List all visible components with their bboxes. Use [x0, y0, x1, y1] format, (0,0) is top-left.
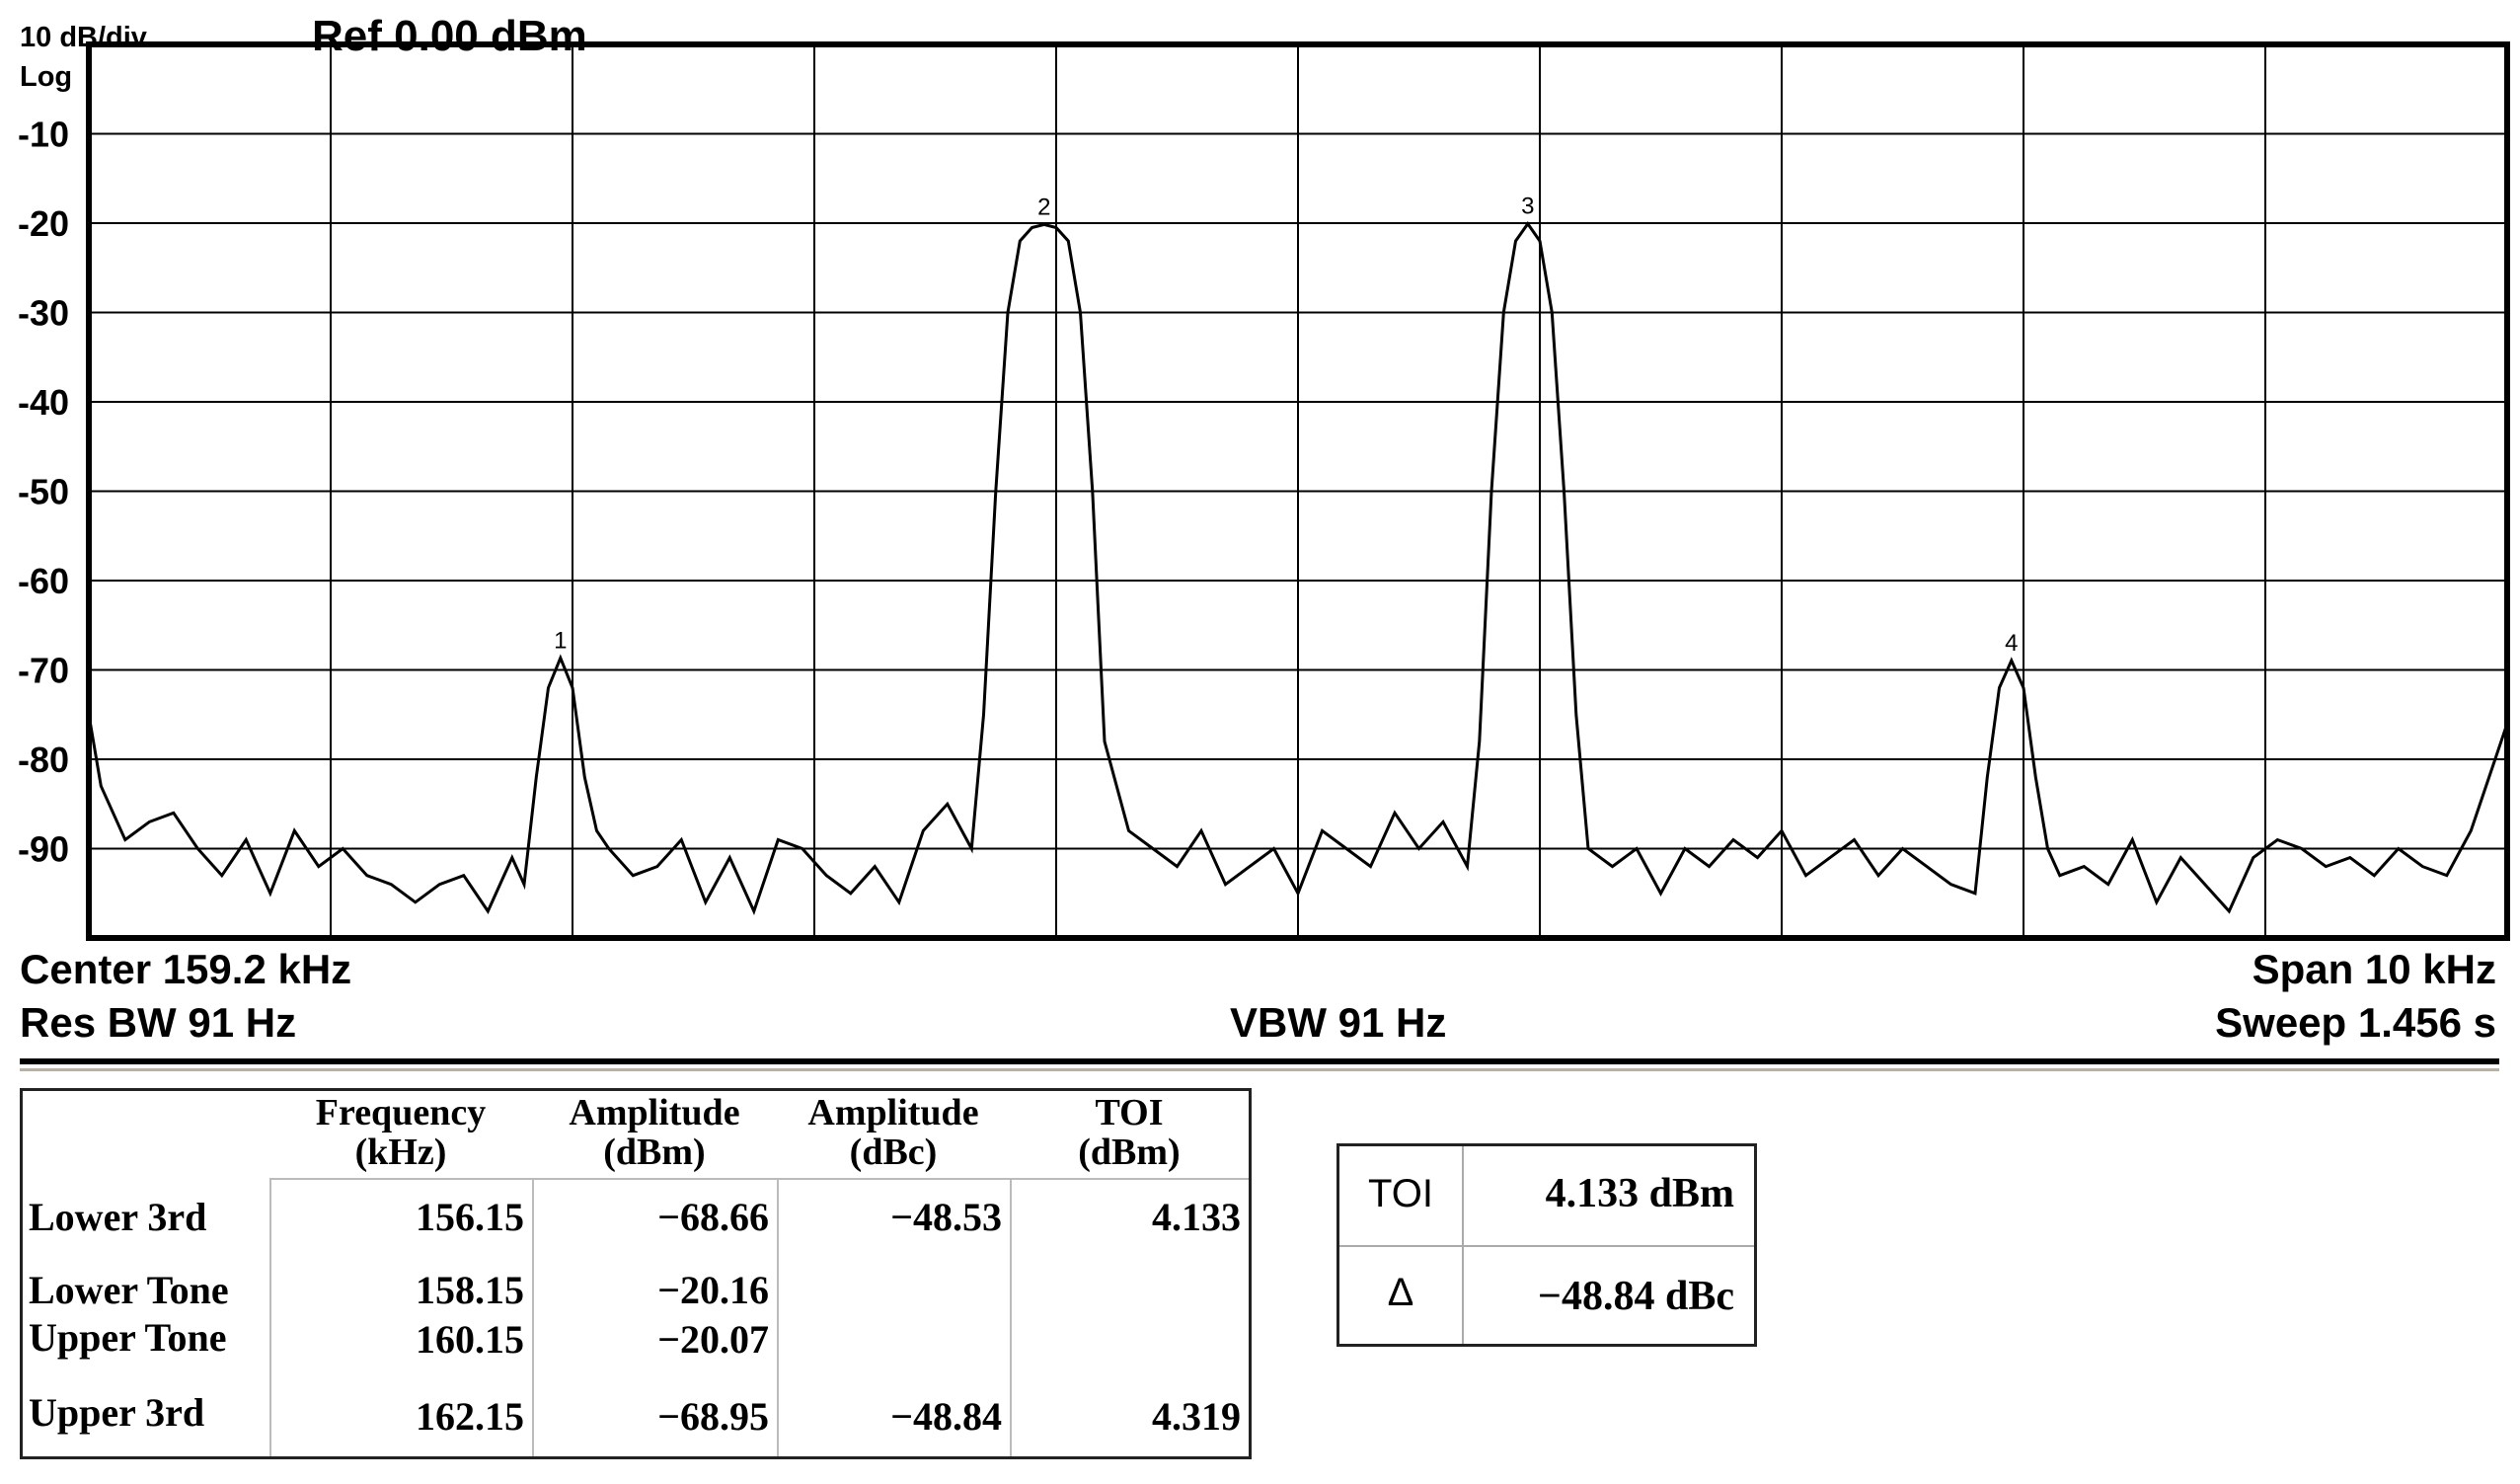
y-tick-label: -80: [18, 740, 69, 780]
span-label: Span 10 kHz: [2252, 946, 2496, 992]
y-tick-labels: -10 -20 -30 -40 -50 -60 -70 -80 -90: [18, 115, 69, 870]
marker-label-4: 4: [2005, 630, 2018, 657]
summary-toi-label: TOI: [1368, 1172, 1433, 1215]
table-header-divider: [269, 1178, 1249, 1180]
cell-amplitude-dbm: −20.16: [657, 1268, 769, 1312]
column-header-amplitude-dbm: Amplitude (dBm): [569, 1092, 740, 1173]
marker-label-3: 3: [1521, 194, 1534, 220]
cell-toi: 4.319: [1152, 1394, 1241, 1439]
marker-label-2: 2: [1037, 194, 1050, 220]
resolution-bandwidth-label: Res BW 91 Hz: [20, 999, 297, 1046]
column-header-toi: TOI (dBm): [1078, 1092, 1181, 1173]
grid: [89, 44, 2507, 938]
separator-line: [20, 1058, 2499, 1064]
y-tick-label: -90: [18, 829, 69, 870]
video-bandwidth-label: VBW 91 Hz: [1230, 999, 1447, 1046]
table-column-divider: [777, 1178, 779, 1456]
row-label-lower-3rd: Lower 3rd: [29, 1195, 207, 1239]
cell-amplitude-dbm: −68.95: [657, 1394, 769, 1439]
cell-amplitude-dbc: −48.84: [890, 1394, 1002, 1439]
table-column-divider: [269, 1178, 271, 1456]
scale-label: 10 dB/div: [20, 22, 147, 53]
column-header-amplitude-dbc: Amplitude (dBc): [807, 1092, 979, 1173]
spectrum-trace: [87, 220, 2509, 915]
marker-labels: 1 2 3 4: [554, 194, 2018, 657]
marker-label-1: 1: [554, 627, 567, 654]
summary-delta-value: −48.84 dBc: [1538, 1274, 1734, 1319]
cell-amplitude-dbc: −48.53: [890, 1195, 1002, 1239]
separator-line-secondary: [20, 1068, 2499, 1071]
cell-frequency: 156.15: [416, 1195, 524, 1239]
summary-row-divider: [1339, 1245, 1754, 1247]
row-label-upper-3rd: Upper 3rd: [29, 1390, 205, 1435]
y-tick-label: -30: [18, 293, 69, 334]
y-tick-label: -40: [18, 382, 69, 423]
cell-frequency: 160.15: [416, 1317, 524, 1362]
cell-toi: 4.133: [1152, 1195, 1241, 1239]
log-mode-label: Log: [20, 61, 73, 93]
summary-toi-value: 4.133 dBm: [1545, 1171, 1734, 1216]
row-label-upper-tone: Upper Tone: [29, 1315, 227, 1360]
cell-frequency: 158.15: [416, 1268, 524, 1312]
y-tick-label: -20: [18, 203, 69, 244]
spectrum-plot: -10 -20 -30 -40 -50 -60 -70 -80 -90 1 2 3 4: [18, 41, 2510, 941]
cell-frequency: 162.15: [416, 1394, 524, 1439]
table-column-divider: [1010, 1178, 1012, 1456]
cell-amplitude-dbm: −20.07: [657, 1317, 769, 1362]
cell-amplitude-dbm: −68.66: [657, 1195, 769, 1239]
column-header-frequency: Frequency (kHz): [315, 1092, 487, 1173]
sweep-time-label: Sweep 1.456 s: [2215, 999, 2496, 1046]
reference-level-label: Ref 0.00 dBm: [312, 12, 587, 60]
y-tick-label: -10: [18, 115, 69, 155]
row-label-lower-tone: Lower Tone: [29, 1268, 229, 1312]
table-column-divider: [532, 1178, 534, 1456]
y-tick-label: -60: [18, 561, 69, 601]
summary-delta-label: Δ: [1387, 1271, 1414, 1314]
intermodulation-results-table: Frequency (kHz) Amplitude (dBm) Amplitude(…: [20, 1088, 1252, 1459]
toi-summary-box: TOI 4.133 dBm Δ −48.84 dBc: [1336, 1143, 1757, 1347]
center-frequency-label: Center 159.2 kHz: [20, 946, 352, 992]
y-tick-label: -70: [18, 651, 69, 691]
y-tick-label: -50: [18, 472, 69, 512]
